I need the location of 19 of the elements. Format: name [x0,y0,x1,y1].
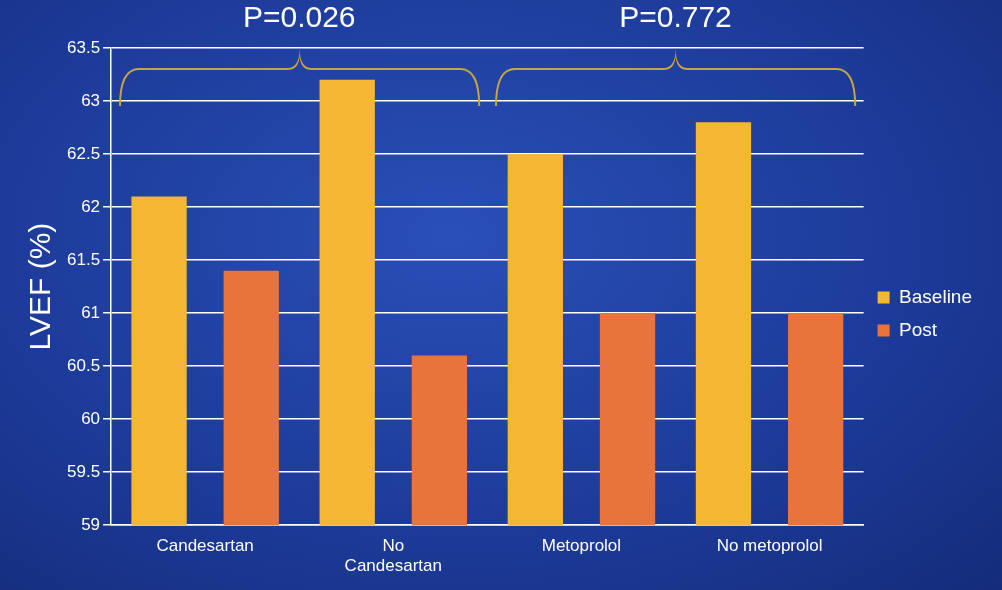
legend-label: Baseline [899,285,973,307]
y-tick-label: 59 [81,514,101,534]
legend-label: Post [899,318,938,340]
y-tick-label: 60.5 [66,355,101,375]
x-tick-label: Metoprolol [541,536,622,556]
y-tick-label: 59.5 [66,461,101,481]
x-tick-label: No Candesartan [344,536,442,576]
y-tick-label: 61.5 [66,249,101,269]
y-tick-label: 61 [81,302,101,322]
y-axis-title: LVEF (%) [23,222,57,351]
y-tick-label: 62.5 [66,143,101,163]
x-tick-label: No metoprolol [716,536,823,556]
y-tick-label: 60 [81,408,101,428]
y-tick-label: 63 [81,90,101,110]
y-tick-label: 62 [81,196,101,216]
text: P=0.772 [619,0,732,34]
y-tick-label: 63.5 [66,37,101,57]
text: P=0.026 [242,0,356,34]
x-tick-label: Candesartan [156,536,254,556]
